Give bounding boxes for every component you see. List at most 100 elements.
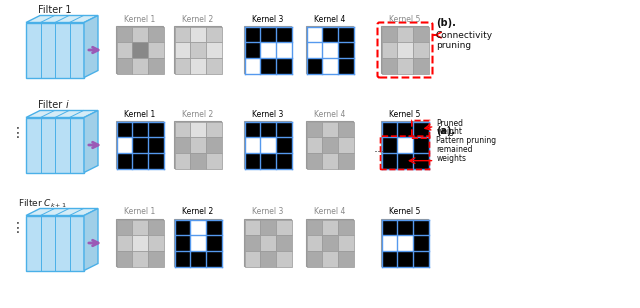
Bar bbox=[276, 137, 291, 153]
Bar bbox=[381, 251, 397, 266]
Bar bbox=[148, 251, 163, 266]
Polygon shape bbox=[26, 117, 84, 172]
Bar bbox=[322, 137, 338, 153]
Bar bbox=[338, 58, 353, 74]
Bar bbox=[260, 58, 276, 74]
Bar bbox=[206, 235, 221, 251]
Text: Kernel 3: Kernel 3 bbox=[252, 14, 284, 23]
Bar bbox=[338, 251, 353, 266]
Bar bbox=[276, 26, 291, 42]
Bar bbox=[244, 58, 260, 74]
Bar bbox=[307, 235, 322, 251]
Bar bbox=[276, 235, 291, 251]
Polygon shape bbox=[84, 111, 98, 172]
Bar bbox=[397, 235, 413, 251]
Bar bbox=[322, 220, 338, 235]
Bar bbox=[397, 137, 413, 153]
Bar bbox=[397, 220, 413, 235]
Bar bbox=[190, 235, 206, 251]
Bar bbox=[175, 26, 190, 42]
Bar bbox=[413, 235, 429, 251]
Bar bbox=[206, 251, 221, 266]
Bar bbox=[413, 58, 429, 74]
Bar bbox=[175, 58, 190, 74]
Bar bbox=[116, 121, 132, 137]
Text: weights: weights bbox=[436, 154, 467, 163]
Text: Kernel 1: Kernel 1 bbox=[124, 208, 156, 217]
Text: Kernel 3: Kernel 3 bbox=[252, 110, 284, 119]
Bar bbox=[190, 251, 206, 266]
Bar bbox=[276, 220, 291, 235]
Bar bbox=[260, 121, 276, 137]
Bar bbox=[116, 220, 132, 235]
Polygon shape bbox=[84, 15, 98, 78]
Text: Kernel 1: Kernel 1 bbox=[124, 14, 156, 23]
Bar bbox=[322, 153, 338, 168]
Bar bbox=[190, 26, 206, 42]
Bar bbox=[381, 153, 397, 168]
Bar bbox=[307, 26, 322, 42]
Bar bbox=[276, 121, 291, 137]
Bar bbox=[322, 235, 338, 251]
Text: Filter $C_{k+1}$: Filter $C_{k+1}$ bbox=[18, 197, 67, 210]
Bar bbox=[132, 137, 148, 153]
Text: Kernel 2: Kernel 2 bbox=[182, 14, 214, 23]
Text: Kernel 2: Kernel 2 bbox=[182, 110, 214, 119]
Bar bbox=[148, 42, 163, 58]
Bar bbox=[116, 137, 132, 153]
Bar bbox=[276, 42, 291, 58]
Bar bbox=[244, 137, 260, 153]
Text: Kernel 5: Kernel 5 bbox=[389, 208, 420, 217]
FancyBboxPatch shape bbox=[116, 220, 163, 266]
Bar bbox=[206, 58, 221, 74]
FancyBboxPatch shape bbox=[175, 220, 221, 266]
Bar bbox=[244, 251, 260, 266]
Bar bbox=[175, 220, 190, 235]
Bar bbox=[206, 153, 221, 168]
Bar bbox=[307, 220, 322, 235]
Text: Kernel 5: Kernel 5 bbox=[389, 14, 420, 23]
Bar bbox=[338, 235, 353, 251]
Text: Connectivity: Connectivity bbox=[436, 30, 493, 39]
Bar bbox=[381, 121, 397, 137]
Bar bbox=[322, 26, 338, 42]
Bar bbox=[244, 26, 260, 42]
Bar bbox=[206, 42, 221, 58]
Bar bbox=[132, 58, 148, 74]
Text: i: i bbox=[66, 100, 68, 110]
Polygon shape bbox=[84, 209, 98, 270]
Bar bbox=[116, 26, 132, 42]
Bar bbox=[116, 153, 132, 168]
Bar bbox=[175, 235, 190, 251]
Bar bbox=[276, 251, 291, 266]
Bar bbox=[132, 235, 148, 251]
Polygon shape bbox=[26, 216, 84, 270]
Bar bbox=[276, 58, 291, 74]
Text: ⋮: ⋮ bbox=[11, 221, 25, 235]
Bar bbox=[190, 121, 206, 137]
Bar bbox=[148, 153, 163, 168]
Bar bbox=[276, 153, 291, 168]
Bar bbox=[206, 26, 221, 42]
Bar bbox=[338, 137, 353, 153]
Bar bbox=[260, 235, 276, 251]
Bar bbox=[381, 235, 397, 251]
FancyBboxPatch shape bbox=[116, 121, 163, 168]
Bar bbox=[260, 153, 276, 168]
FancyBboxPatch shape bbox=[244, 220, 291, 266]
FancyBboxPatch shape bbox=[244, 26, 291, 74]
Bar bbox=[307, 137, 322, 153]
Bar bbox=[381, 26, 397, 42]
Bar bbox=[190, 42, 206, 58]
Bar bbox=[307, 153, 322, 168]
Bar bbox=[175, 121, 190, 137]
Bar bbox=[148, 121, 163, 137]
Bar bbox=[338, 220, 353, 235]
Bar bbox=[190, 137, 206, 153]
Bar bbox=[244, 153, 260, 168]
Bar bbox=[132, 121, 148, 137]
Bar bbox=[381, 137, 397, 153]
Bar bbox=[190, 220, 206, 235]
Text: Kernel 3: Kernel 3 bbox=[252, 208, 284, 217]
Bar bbox=[244, 220, 260, 235]
